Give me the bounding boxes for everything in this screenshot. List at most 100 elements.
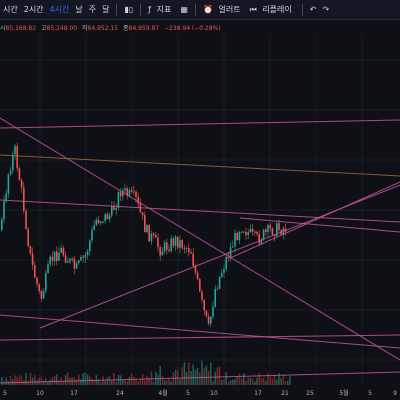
trend-line	[0, 371, 400, 384]
volume-bar	[126, 381, 128, 385]
volume-bar	[287, 380, 289, 385]
volume-bar	[284, 381, 287, 385]
interval[interactable]: 주	[88, 5, 97, 14]
candle-body	[258, 233, 260, 244]
candle-body	[23, 187, 25, 212]
candle-body	[27, 229, 29, 246]
volume-bar	[157, 374, 159, 385]
volume-bar	[254, 381, 256, 385]
trend-line	[0, 334, 400, 341]
volume-bar	[205, 365, 208, 385]
candle-body	[265, 229, 267, 232]
candle-body	[115, 208, 117, 210]
candle-body	[113, 205, 115, 210]
candle-body	[89, 240, 91, 252]
alert-button[interactable]: ⏰ 얼러트	[202, 5, 241, 14]
volume-bar	[207, 370, 210, 385]
layout-icon[interactable]: ▦	[180, 5, 188, 14]
volume-bar	[146, 375, 148, 385]
candle-body	[267, 224, 269, 232]
x-tick-label: 5월	[339, 389, 348, 397]
volume-bar	[267, 373, 269, 385]
trend-line	[229, 181, 400, 259]
toolbar: 시간 2시간 4시간 날 주 달 ▮▯ ƒ 지표 ▦ ⏰ 얼러트 ⏮ 리플레이 …	[0, 0, 400, 20]
x-tick-label: 25	[306, 390, 314, 397]
candle-body	[225, 257, 227, 269]
candle-body	[67, 261, 69, 263]
volume-bar	[80, 379, 82, 385]
candle-body	[14, 145, 16, 155]
volume-bar	[273, 374, 276, 385]
candle-body	[185, 248, 188, 250]
volume-bar	[236, 376, 238, 385]
volume-bar	[265, 380, 267, 385]
candle-body	[135, 191, 137, 198]
volume-bar	[170, 381, 172, 385]
candle-body	[62, 247, 65, 256]
candle-body	[126, 188, 128, 196]
candle-body	[210, 316, 212, 324]
candle-body	[251, 228, 254, 232]
volume-bar	[36, 380, 38, 385]
volume-bar	[135, 379, 137, 385]
candle-body	[100, 221, 102, 223]
candle-body	[12, 154, 14, 171]
volume-bar	[232, 379, 234, 385]
undo[interactable]: ↶	[309, 5, 317, 14]
volume-bar	[20, 376, 23, 385]
candle-body	[124, 188, 126, 191]
candle-body	[104, 213, 106, 222]
candle-body	[238, 232, 241, 241]
volume-bar	[289, 376, 291, 385]
volume-bar	[247, 377, 249, 385]
candle-body	[91, 229, 93, 241]
indicators-button[interactable]: ƒ 지표	[148, 5, 172, 14]
interval[interactable]: 4시간	[49, 5, 70, 14]
candle-body	[172, 238, 175, 246]
volume-bar	[150, 371, 153, 385]
volume-bar	[97, 379, 100, 385]
volume-bar	[249, 377, 252, 385]
redo[interactable]: ↷	[322, 5, 330, 14]
volume-bar	[1, 377, 3, 385]
candle-body	[214, 288, 216, 307]
volume-bar	[91, 378, 93, 385]
candle-body	[25, 211, 27, 230]
candle-body	[146, 224, 148, 233]
volume-bar	[181, 367, 183, 385]
interval[interactable]: 시간	[3, 5, 18, 14]
interval[interactable]: 2시간	[23, 5, 44, 14]
trend-line	[0, 117, 400, 361]
volume-bar	[243, 373, 245, 385]
candle-body	[269, 224, 271, 229]
interval[interactable]: 달	[102, 5, 110, 14]
candle-body	[31, 253, 34, 266]
interval[interactable]: 날	[75, 5, 83, 14]
candle-body	[86, 251, 89, 256]
chart-type-icon[interactable]: ▮▯	[124, 5, 134, 14]
x-tick-label: 10	[210, 390, 218, 397]
candle-body	[181, 240, 183, 248]
volume-bar	[82, 373, 84, 385]
replay-button[interactable]: ⏮ 리플레이	[249, 5, 292, 14]
volume-bar	[64, 375, 67, 385]
close-value: 84,959.87	[128, 25, 160, 32]
candle-body	[240, 231, 243, 233]
volume-bar	[42, 380, 45, 385]
candle-body	[212, 306, 214, 317]
separator	[116, 3, 118, 16]
volume-bar	[174, 370, 177, 385]
candle-body	[47, 264, 49, 274]
volume-bar	[58, 380, 60, 385]
candle-body	[152, 233, 155, 236]
candle-body	[133, 191, 135, 193]
trend-line	[0, 199, 400, 223]
x-tick-label: 5	[3, 390, 7, 397]
candle-body	[16, 145, 18, 169]
x-tick-label: 24	[116, 390, 124, 397]
volume-bar	[139, 379, 142, 385]
candle-body	[144, 215, 146, 233]
candle-body	[234, 232, 236, 247]
